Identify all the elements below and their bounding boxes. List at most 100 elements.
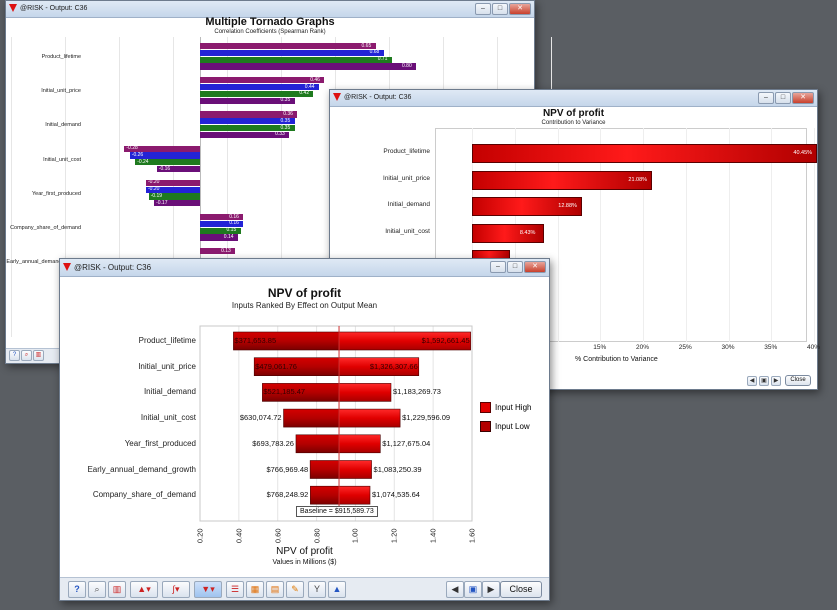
correlation-bar — [200, 43, 376, 50]
x-tick-label: 40% — [807, 344, 821, 351]
correlation-bar — [146, 186, 200, 193]
close-button[interactable]: Close — [500, 581, 542, 598]
bar-value: 0.44 — [304, 83, 315, 90]
bar-value: 40.45% — [793, 150, 813, 156]
bar-value: 0.42 — [299, 90, 310, 97]
grid-line — [281, 37, 282, 337]
close-button[interactable]: Close — [785, 375, 811, 386]
chart-subtitle: Inputs Ranked By Effect on Output Mean — [231, 301, 378, 310]
window-npv-tornado[interactable]: @RISK - Output: C36 – □ ✕ NPV of profit In… — [59, 258, 550, 601]
row-label: Company_share_of_demand — [10, 225, 81, 231]
sort-icon[interactable]: ☰ — [226, 581, 244, 598]
correlation-bar — [200, 248, 236, 255]
close-window-button[interactable]: ✕ — [509, 3, 531, 15]
page-icon[interactable]: ▣ — [464, 581, 482, 598]
low-value-label: $768,248.92 — [266, 490, 309, 500]
page-icon[interactable]: ▣ — [759, 376, 769, 386]
grid-line — [600, 128, 602, 342]
grid-line — [728, 128, 730, 342]
bar-value: 0.16 — [229, 213, 239, 220]
next-arrow-icon[interactable]: ▶ — [482, 581, 500, 598]
low-value-label: $479,061.76 — [255, 361, 297, 371]
correlation-bar — [200, 118, 295, 125]
minimize-button[interactable]: – — [490, 261, 506, 273]
correlation-bar — [154, 200, 200, 207]
title-bar[interactable]: @RISK - Output: C36 – □ ✕ — [330, 90, 817, 107]
legend-label: Input Low — [495, 422, 530, 431]
next-arrow-icon[interactable]: ▶ — [771, 376, 781, 386]
bar-value: 0.16 — [229, 220, 239, 227]
category-label: Early_annual_demand_growth — [87, 464, 196, 474]
highlight-icon[interactable]: ✎ — [286, 581, 304, 598]
help-icon[interactable]: ? — [9, 350, 20, 361]
correlation-bar — [200, 90, 314, 97]
risk-logo-icon — [9, 4, 17, 12]
row-label: Initial_demand — [45, 122, 81, 129]
chart-subtitle: Contribution to Variance — [541, 120, 606, 126]
row-label: Early_annual_demand_growth — [6, 259, 81, 266]
close-window-button[interactable]: ✕ — [524, 261, 546, 273]
category-label: Initial_unit_price — [138, 361, 196, 371]
low-value-label: $693,783.26 — [252, 438, 294, 448]
legend-item-low: Input Low — [480, 421, 546, 432]
x-axis-label: NPV of profit — [276, 546, 333, 557]
correlation-bar — [200, 97, 295, 104]
zoom-icon[interactable]: ⌕ — [88, 581, 106, 598]
filter-icon[interactable]: Y — [308, 581, 326, 598]
legend: Input High Input Low — [480, 402, 546, 432]
legend-swatch — [480, 421, 491, 432]
correlation-bar — [200, 77, 325, 84]
chart-icon[interactable]: ▥ — [33, 350, 44, 361]
help-icon[interactable]: ? — [68, 581, 86, 598]
correlation-bar — [135, 159, 200, 166]
title-bar[interactable]: @RISK - Output: C36 – □ ✕ — [6, 1, 534, 18]
bar-value: 12.88% — [558, 203, 577, 209]
curve-dropdown[interactable]: ∫▾ — [162, 581, 190, 598]
bar-value: -0.28 — [126, 145, 138, 152]
tornado-dropdown[interactable]: ▼▾ — [194, 581, 222, 598]
x-tick-label: 25% — [678, 344, 692, 351]
bar-value: 0.80 — [402, 62, 412, 69]
maximize-button[interactable]: □ — [492, 3, 508, 15]
variance-bar — [472, 223, 544, 243]
chart-options-icon[interactable]: ▥ — [108, 581, 126, 598]
maximize-button[interactable]: □ — [507, 261, 523, 273]
title-bar[interactable]: @RISK - Output: C36 – □ ✕ — [60, 259, 549, 277]
plot-border — [199, 325, 473, 522]
correlation-bar — [200, 214, 244, 221]
category-label: Initial_demand — [143, 387, 196, 397]
scenario-icon[interactable]: ▦ — [246, 581, 264, 598]
x-axis-label: % Contribution to Variance — [575, 356, 658, 363]
x-axis-sublabel: Values in Millions ($) — [272, 559, 337, 566]
variance-bar — [472, 170, 653, 190]
minimize-button[interactable]: – — [758, 92, 774, 104]
triangle-icon[interactable]: ▲ — [328, 581, 346, 598]
row-label: Initial_demand — [387, 201, 430, 208]
grid-line — [685, 128, 687, 342]
correlation-bar — [124, 145, 200, 152]
grid-line — [119, 37, 120, 337]
correlation-bar — [200, 84, 319, 91]
minimize-button[interactable]: – — [475, 3, 491, 15]
close-window-button[interactable]: ✕ — [792, 92, 814, 104]
x-tick-label: 20% — [636, 344, 650, 351]
prev-arrow-icon[interactable]: ◀ — [747, 376, 757, 386]
grid-line — [65, 37, 66, 337]
correlation-bar — [200, 131, 290, 138]
graph-type-dropdown[interactable]: ▲▾ — [130, 581, 158, 598]
grid-line — [227, 37, 228, 337]
high-value-label: $1,326,307.66 — [369, 361, 418, 371]
high-value-label: $1,074,535.64 — [372, 490, 420, 500]
category-label: Company_share_of_demand — [92, 490, 196, 500]
correlation-bar — [200, 56, 392, 63]
correlation-bar — [200, 234, 238, 241]
variance-bar — [472, 197, 583, 216]
high-value-label: $1,083,250.39 — [373, 464, 422, 474]
bar-value: 0.13 — [221, 247, 231, 254]
zoom-icon[interactable]: ⌕ — [21, 350, 32, 361]
correlation-bar — [146, 179, 200, 186]
maximize-button[interactable]: □ — [775, 92, 791, 104]
grid-icon[interactable]: ▤ — [266, 581, 284, 598]
correlation-bar — [200, 125, 295, 132]
prev-arrow-icon[interactable]: ◀ — [446, 581, 464, 598]
